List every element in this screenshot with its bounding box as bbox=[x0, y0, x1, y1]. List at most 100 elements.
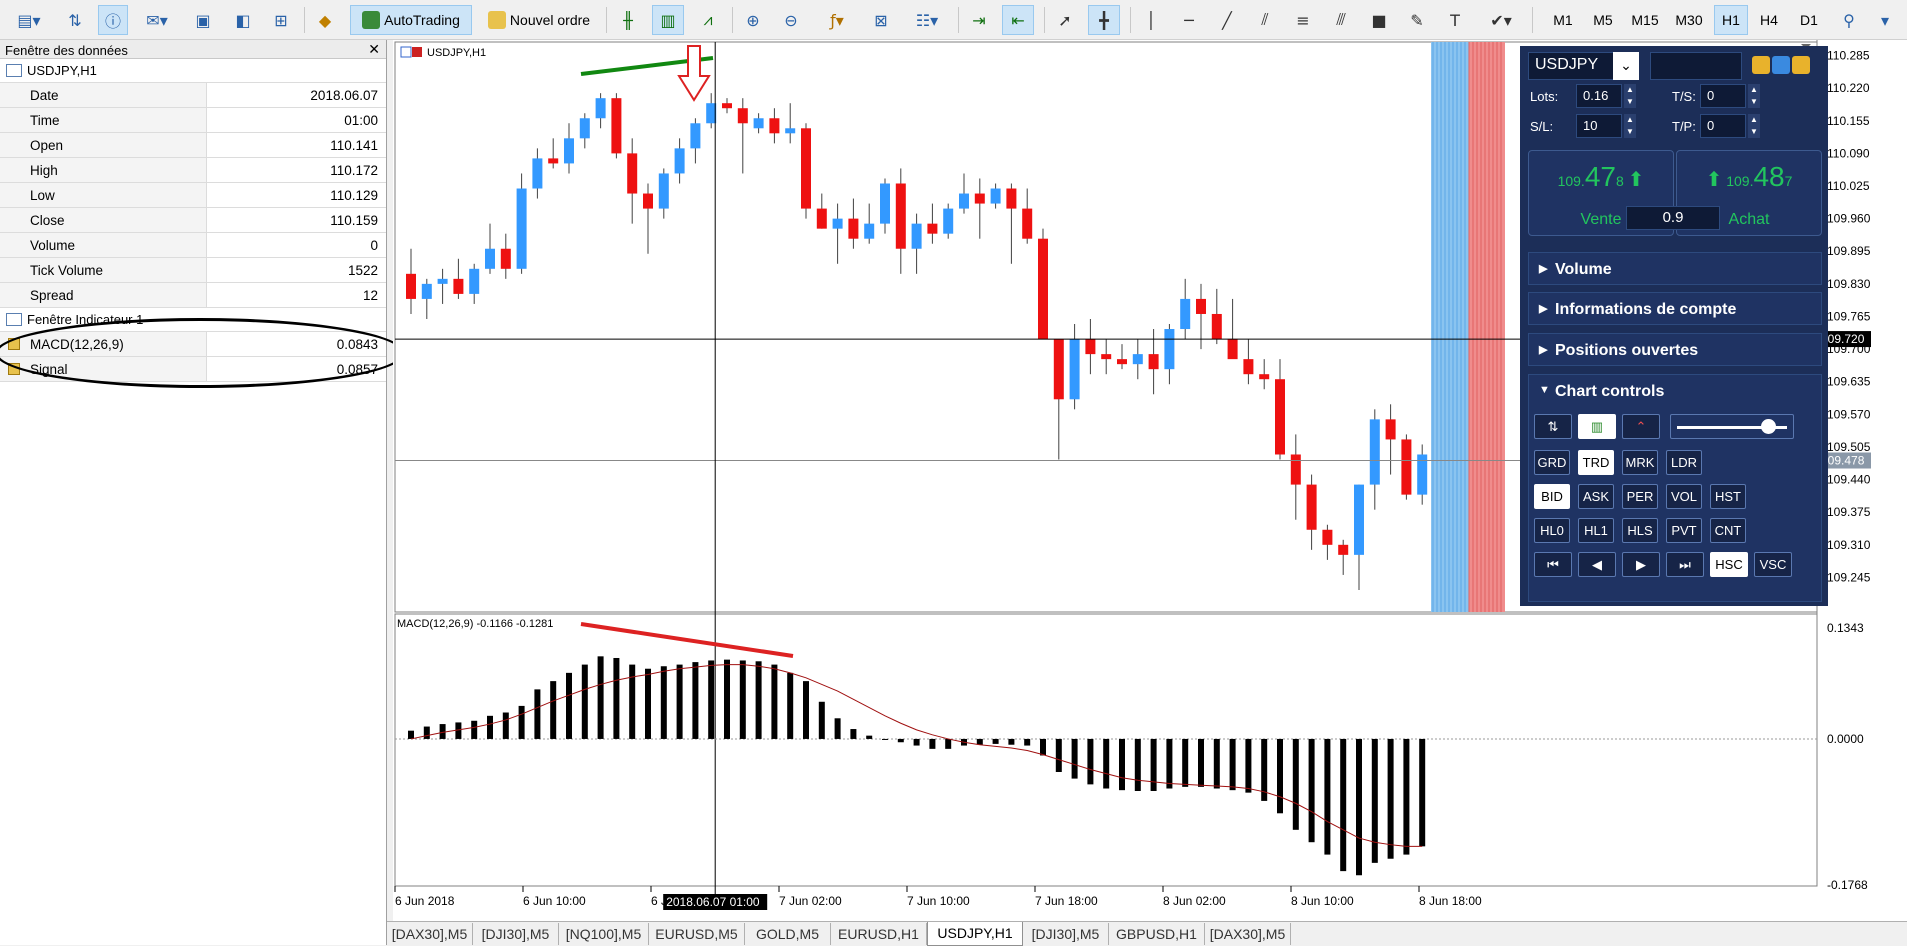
chart-control-hl1-button[interactable]: HL1 bbox=[1578, 518, 1614, 543]
chart-control-cnt-button[interactable]: CNT bbox=[1710, 518, 1746, 543]
candles-mode-icon[interactable]: ▥ bbox=[1578, 414, 1616, 439]
settings-icon[interactable] bbox=[1752, 56, 1770, 74]
section-account-info[interactable]: ▶ Informations de compte bbox=[1528, 292, 1822, 325]
tile-icon[interactable]: ⊠ bbox=[874, 10, 888, 30]
sl-spinner[interactable]: ▲ ▼ bbox=[1624, 114, 1636, 138]
chart-shift-icon[interactable]: ⇥ bbox=[972, 10, 986, 30]
chart-control-hl0-button[interactable]: HL0 bbox=[1534, 518, 1570, 543]
arrows-icon[interactable]: ✔▾ bbox=[1490, 10, 1512, 30]
expand-icon[interactable] bbox=[1792, 56, 1810, 74]
close-icon[interactable]: ✕ bbox=[368, 41, 380, 57]
section-volume[interactable]: ▶ Volume bbox=[1528, 252, 1822, 285]
chart-control-trd-button[interactable]: TRD bbox=[1578, 450, 1614, 475]
lots-label: Lots: bbox=[1530, 89, 1559, 104]
strategy-tester-icon[interactable]: ◧ bbox=[235, 10, 251, 30]
gear-icon[interactable] bbox=[1772, 56, 1790, 74]
nav-last-icon[interactable]: ⏭ bbox=[1666, 552, 1704, 577]
chart-tab[interactable]: [DAX30],M5 bbox=[387, 923, 473, 945]
chart-control-hls-button[interactable]: HLS bbox=[1622, 518, 1658, 543]
chart-control-vsc-button[interactable]: VSC bbox=[1754, 552, 1792, 577]
data-window-title: Fenêtre des données bbox=[5, 43, 128, 58]
bar-chart-icon[interactable]: ╫ bbox=[623, 10, 633, 30]
section-open-positions[interactable]: ▶ Positions ouvertes bbox=[1528, 333, 1822, 366]
data-window-icon[interactable]: ⓘ bbox=[98, 5, 128, 35]
ts-spinner[interactable]: ▲ ▼ bbox=[1748, 84, 1760, 108]
vertical-line-icon[interactable]: │ bbox=[1146, 10, 1156, 30]
text-icon[interactable]: T bbox=[1450, 10, 1460, 30]
timeframe-m1[interactable]: M1 bbox=[1553, 12, 1573, 28]
symbol-select[interactable]: USDJPY ⌄ bbox=[1528, 52, 1639, 80]
slider-handle[interactable] bbox=[1761, 419, 1776, 434]
rectangle-icon[interactable]: ■ bbox=[1371, 10, 1387, 30]
chart-tab[interactable]: [DJI30],M5 bbox=[1023, 923, 1109, 945]
indicators-icon[interactable]: ƒ▾ bbox=[830, 10, 844, 30]
lots-input[interactable]: 0.16 bbox=[1576, 84, 1622, 108]
fibonacci-fan-icon[interactable]: ⫻ bbox=[1336, 10, 1346, 29]
chart-control-mrk-button[interactable]: MRK bbox=[1622, 450, 1658, 475]
bear-candle bbox=[769, 118, 780, 134]
chart-tab[interactable]: USDJPY,H1 bbox=[927, 922, 1023, 946]
market-icon[interactable]: ◆ bbox=[318, 10, 332, 30]
navigator-icon[interactable]: ✉▾ bbox=[146, 10, 168, 30]
horizontal-line-icon[interactable]: ─ bbox=[1184, 10, 1194, 30]
chart-tab[interactable]: [DJI30],M5 bbox=[473, 923, 559, 945]
window-tile-icon[interactable]: ⊞ bbox=[274, 10, 288, 30]
timeframe-h1[interactable]: H1 bbox=[1714, 5, 1748, 35]
cursor-icon[interactable]: ➚ bbox=[1058, 10, 1072, 30]
chart-tab[interactable]: [NQ100],M5 bbox=[559, 923, 649, 945]
chart-control-hsc-button[interactable]: HSC bbox=[1710, 552, 1748, 577]
lots-spinner[interactable]: ▲ ▼ bbox=[1624, 84, 1636, 108]
candlestick-icon[interactable]: ▥ bbox=[652, 5, 684, 35]
chart-control-ldr-button[interactable]: LDR bbox=[1666, 450, 1702, 475]
chart-control-grd-button[interactable]: GRD bbox=[1534, 450, 1570, 475]
tp-spinner[interactable]: ▲ ▼ bbox=[1748, 114, 1760, 138]
profiles-icon[interactable]: ⇅ bbox=[68, 10, 82, 30]
bull-candle bbox=[595, 98, 606, 119]
chart-tab[interactable]: GOLD,M5 bbox=[745, 923, 831, 945]
sell-button[interactable]: 109.478 ⬆ Vente bbox=[1528, 150, 1674, 236]
new-chart-icon[interactable]: ▤▾ bbox=[17, 10, 41, 30]
nav-next-icon[interactable]: ▶ bbox=[1622, 552, 1660, 577]
search-icon[interactable]: ⚲ bbox=[1843, 10, 1855, 30]
chart-tab[interactable]: [DAX30],M5 bbox=[1205, 923, 1291, 945]
autotrading-button[interactable]: AutoTrading bbox=[350, 5, 472, 35]
price-tick-label: 109.310 bbox=[1827, 538, 1871, 552]
chart-tab[interactable]: GBPUSD,H1 bbox=[1109, 923, 1205, 945]
timeframe-h4[interactable]: H4 bbox=[1760, 12, 1778, 28]
chart-control-pvt-button[interactable]: PVT bbox=[1666, 518, 1702, 543]
ts-input[interactable]: 0 bbox=[1700, 84, 1746, 108]
timeframe-m5[interactable]: M5 bbox=[1593, 12, 1613, 28]
timeframe-d1[interactable]: D1 bbox=[1800, 12, 1818, 28]
tp-input[interactable]: 0 bbox=[1700, 114, 1746, 138]
equidistant-channel-icon[interactable]: ⫽ bbox=[1261, 10, 1269, 29]
pencil-icon[interactable]: ✎ bbox=[1410, 10, 1424, 30]
timeframe-m30[interactable]: M30 bbox=[1675, 12, 1703, 28]
trendline-icon[interactable]: ╱ bbox=[1222, 10, 1232, 30]
chart-tab[interactable]: EURUSD,H1 bbox=[831, 923, 927, 945]
zoom-in-icon[interactable]: ⊕ bbox=[746, 10, 760, 30]
chart-tab[interactable]: EURUSD,M5 bbox=[649, 923, 745, 945]
chart-control-per-button[interactable]: PER bbox=[1622, 484, 1658, 509]
more-timeframes-icon[interactable]: ▾ bbox=[1880, 10, 1890, 30]
auto-scroll-icon[interactable]: ⇤ bbox=[1002, 5, 1034, 35]
templates-icon[interactable]: ☷▾ bbox=[915, 10, 939, 30]
chevron-down-icon[interactable]: ⌄ bbox=[1613, 52, 1639, 80]
bars-mode-icon[interactable]: ⇅ bbox=[1534, 414, 1572, 439]
zoom-out-icon[interactable]: ⊖ bbox=[784, 10, 798, 30]
chart-control-vol-button[interactable]: VOL bbox=[1666, 484, 1702, 509]
zoom-slider[interactable] bbox=[1670, 414, 1794, 439]
line-chart-icon[interactable]: ⩘ bbox=[703, 10, 713, 29]
nav-first-icon[interactable]: ⏮ bbox=[1534, 552, 1572, 577]
chart-control-ask-button[interactable]: ASK bbox=[1578, 484, 1614, 509]
nav-prev-icon[interactable]: ◀ bbox=[1578, 552, 1616, 577]
line-mode-icon[interactable]: ⌃ bbox=[1622, 414, 1660, 439]
terminal-icon[interactable]: ▣ bbox=[195, 10, 211, 30]
crosshair-icon[interactable]: ╋ bbox=[1088, 5, 1120, 35]
chart-control-bid-button[interactable]: BID bbox=[1534, 484, 1570, 509]
sl-input[interactable]: 10 bbox=[1576, 114, 1622, 138]
timeframe-m15[interactable]: M15 bbox=[1631, 12, 1659, 28]
chart-control-hst-button[interactable]: HST bbox=[1710, 484, 1746, 509]
new-order-button[interactable]: Nouvel ordre bbox=[478, 5, 600, 35]
fibonacci-icon[interactable]: ≡ bbox=[1296, 10, 1310, 30]
macd-bar bbox=[1419, 738, 1426, 847]
